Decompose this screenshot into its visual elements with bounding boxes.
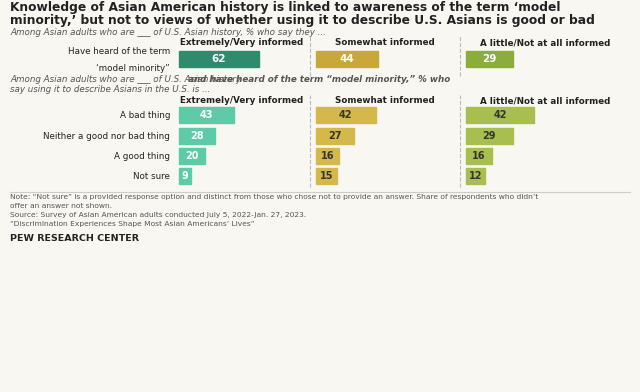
Text: Neither a good nor bad thing: Neither a good nor bad thing [43,131,170,140]
Text: PEW RESEARCH CENTER: PEW RESEARCH CENTER [10,234,139,243]
Text: ‘model minority”: ‘model minority” [97,64,170,73]
Bar [466,128,513,144]
Bar [316,107,376,123]
Text: 43: 43 [200,110,214,120]
Text: offer an answer not shown.: offer an answer not shown. [10,203,112,209]
Bar [316,128,355,144]
Bar [316,168,337,184]
Text: and have heard of the term “model minority,” % who: and have heard of the term “model minori… [188,75,450,84]
Text: 29: 29 [483,54,497,64]
Text: A little/Not at all informed: A little/Not at all informed [480,96,610,105]
Text: 29: 29 [483,131,496,141]
Bar [466,51,513,67]
Text: Among Asian adults who are ___ of U.S. Asian history, % who say they ...: Among Asian adults who are ___ of U.S. A… [10,28,326,37]
Text: Extremely/Very informed: Extremely/Very informed [180,38,303,47]
Bar [466,168,486,184]
Bar [179,168,191,184]
Text: 16: 16 [321,151,334,161]
Text: Note: “Not sure” is a provided response option and distinct from those who chose: Note: “Not sure” is a provided response … [10,194,538,200]
Text: 27: 27 [328,131,342,141]
Text: Among Asian adults who are ___ of U.S. Asian history: Among Asian adults who are ___ of U.S. A… [10,75,244,84]
Bar [179,51,259,67]
Bar [316,51,378,67]
Text: minority,’ but not to views of whether using it to describe U.S. Asians is good : minority,’ but not to views of whether u… [10,14,595,27]
Text: A bad thing: A bad thing [120,111,170,120]
Text: 20: 20 [185,151,198,161]
Text: Not sure: Not sure [133,172,170,180]
Bar [179,107,234,123]
Text: 12: 12 [469,171,483,181]
Text: Source: Survey of Asian American adults conducted July 5, 2022-Jan. 27, 2023.: Source: Survey of Asian American adults … [10,212,306,218]
Text: say using it to describe Asians in the U.S. is ...: say using it to describe Asians in the U… [10,85,211,94]
Text: 16: 16 [472,151,486,161]
Text: 28: 28 [190,131,204,141]
Bar [466,148,492,164]
Bar [179,128,215,144]
Text: Have heard of the term: Have heard of the term [68,47,170,56]
Text: 62: 62 [212,54,227,64]
Text: A good thing: A good thing [114,151,170,160]
Text: 44: 44 [340,54,355,64]
Text: Extremely/Very informed: Extremely/Very informed [180,96,303,105]
Text: Knowledge of Asian American history is linked to awareness of the term ‘model: Knowledge of Asian American history is l… [10,1,561,14]
Text: 42: 42 [339,110,353,120]
Text: Somewhat informed: Somewhat informed [335,96,435,105]
Text: 42: 42 [493,110,507,120]
Text: Somewhat informed: Somewhat informed [335,38,435,47]
Text: A little/Not at all informed: A little/Not at all informed [480,38,610,47]
Bar [179,148,205,164]
Text: 9: 9 [181,171,188,181]
Bar [466,107,534,123]
Text: 15: 15 [320,171,333,181]
Text: “Discrimination Experiences Shape Most Asian Americans’ Lives”: “Discrimination Experiences Shape Most A… [10,221,255,227]
Bar [316,148,339,164]
